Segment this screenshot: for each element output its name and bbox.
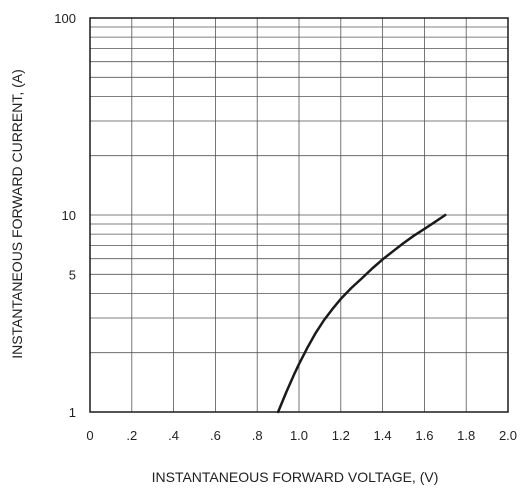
x-tick-label: .4 xyxy=(168,428,179,443)
y-tick-labels: 1 5 10 100 xyxy=(54,11,76,420)
x-tick-label: 1.6 xyxy=(415,428,433,443)
y-tick-label: 5 xyxy=(69,267,76,282)
x-tick-label: 2.0 xyxy=(499,428,517,443)
x-tick-label: .6 xyxy=(210,428,221,443)
x-axis-label: INSTANTANEOUS FORWARD VOLTAGE, (V) xyxy=(152,469,439,485)
y-tick-label: 1 xyxy=(69,405,76,420)
y-axis-label: INSTANTANEOUS FORWARD CURRENT, (A) xyxy=(9,69,25,359)
x-tick-labels: 0 .2 .4 .6 .8 1.0 1.2 1.4 1.6 1.8 2.0 xyxy=(86,428,517,443)
x-tick-label: 1.8 xyxy=(457,428,475,443)
x-tick-label: 1.0 xyxy=(290,428,308,443)
grid xyxy=(89,18,509,412)
x-tick-label: 1.2 xyxy=(332,428,350,443)
y-tick-label: 10 xyxy=(62,208,76,223)
x-tick-label: .2 xyxy=(126,428,137,443)
x-tick-label: .8 xyxy=(252,428,263,443)
y-tick-label: 100 xyxy=(54,11,76,26)
x-tick-label: 0 xyxy=(86,428,93,443)
curve-layer xyxy=(276,213,447,414)
plot-frame xyxy=(89,17,509,413)
x-tick-label: 1.4 xyxy=(374,428,392,443)
forward-current-curve xyxy=(276,213,447,414)
